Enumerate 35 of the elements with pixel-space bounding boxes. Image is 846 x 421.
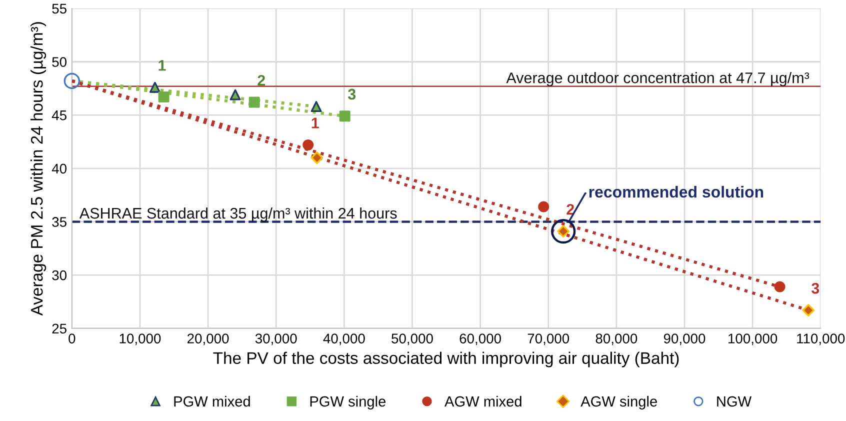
annotation: 2 — [566, 204, 574, 215]
legend-label: PGW mixed — [174, 396, 250, 407]
x-tick-label: 80,000 — [596, 334, 638, 346]
legend-label: PGW single — [310, 396, 386, 410]
y-tick-label: 35 — [52, 217, 66, 227]
annotation: 3 — [811, 282, 820, 294]
ref-line-label: Average outdoor concentration at 47.7 µg/m³ — [506, 72, 810, 86]
x-tick-label: 20,000 — [188, 334, 229, 346]
x-tick-label: 90,000 — [664, 334, 706, 346]
x-tick-label: 100,000 — [728, 334, 778, 346]
y-tick-label: 55 — [52, 4, 66, 14]
y-tick-label: 45 — [52, 110, 66, 120]
y-tick-label: 50 — [52, 57, 67, 67]
legend-label: AGW single — [580, 396, 657, 410]
x-tick-label: 60,000 — [460, 334, 501, 346]
x-tick-label: 0 — [68, 334, 76, 344]
x-tick-label: 10,000 — [120, 334, 161, 346]
x-axis-title: The PV of the costs associated with improving air quality (Baht) — [213, 352, 679, 368]
x-tick-label: 110,000 — [797, 334, 845, 346]
annotation: 2 — [258, 74, 265, 86]
annotation: 3 — [348, 88, 356, 100]
ref-line-label: ASHRAE Standard at 35 µg/m³ within 24 hours — [79, 207, 397, 222]
legend-label: NGW — [717, 396, 752, 407]
y-tick-label: 30 — [52, 270, 67, 280]
x-tick-label: 50,000 — [392, 334, 433, 346]
legend-label: AGW mixed — [444, 396, 522, 407]
y-tick-label: 40 — [52, 164, 67, 174]
x-tick-label: 30,000 — [255, 334, 297, 346]
annotation: recommended solution — [589, 186, 764, 198]
x-tick-label: 70,000 — [528, 334, 570, 346]
y-axis-title: Average PM 2.5 within 24 hours (µg/m³) — [30, 22, 46, 316]
y-tick-label: 25 — [52, 324, 66, 334]
annotation: 1 — [312, 118, 319, 128]
x-tick-label: 40,000 — [323, 334, 365, 346]
annotation: 1 — [158, 60, 166, 71]
